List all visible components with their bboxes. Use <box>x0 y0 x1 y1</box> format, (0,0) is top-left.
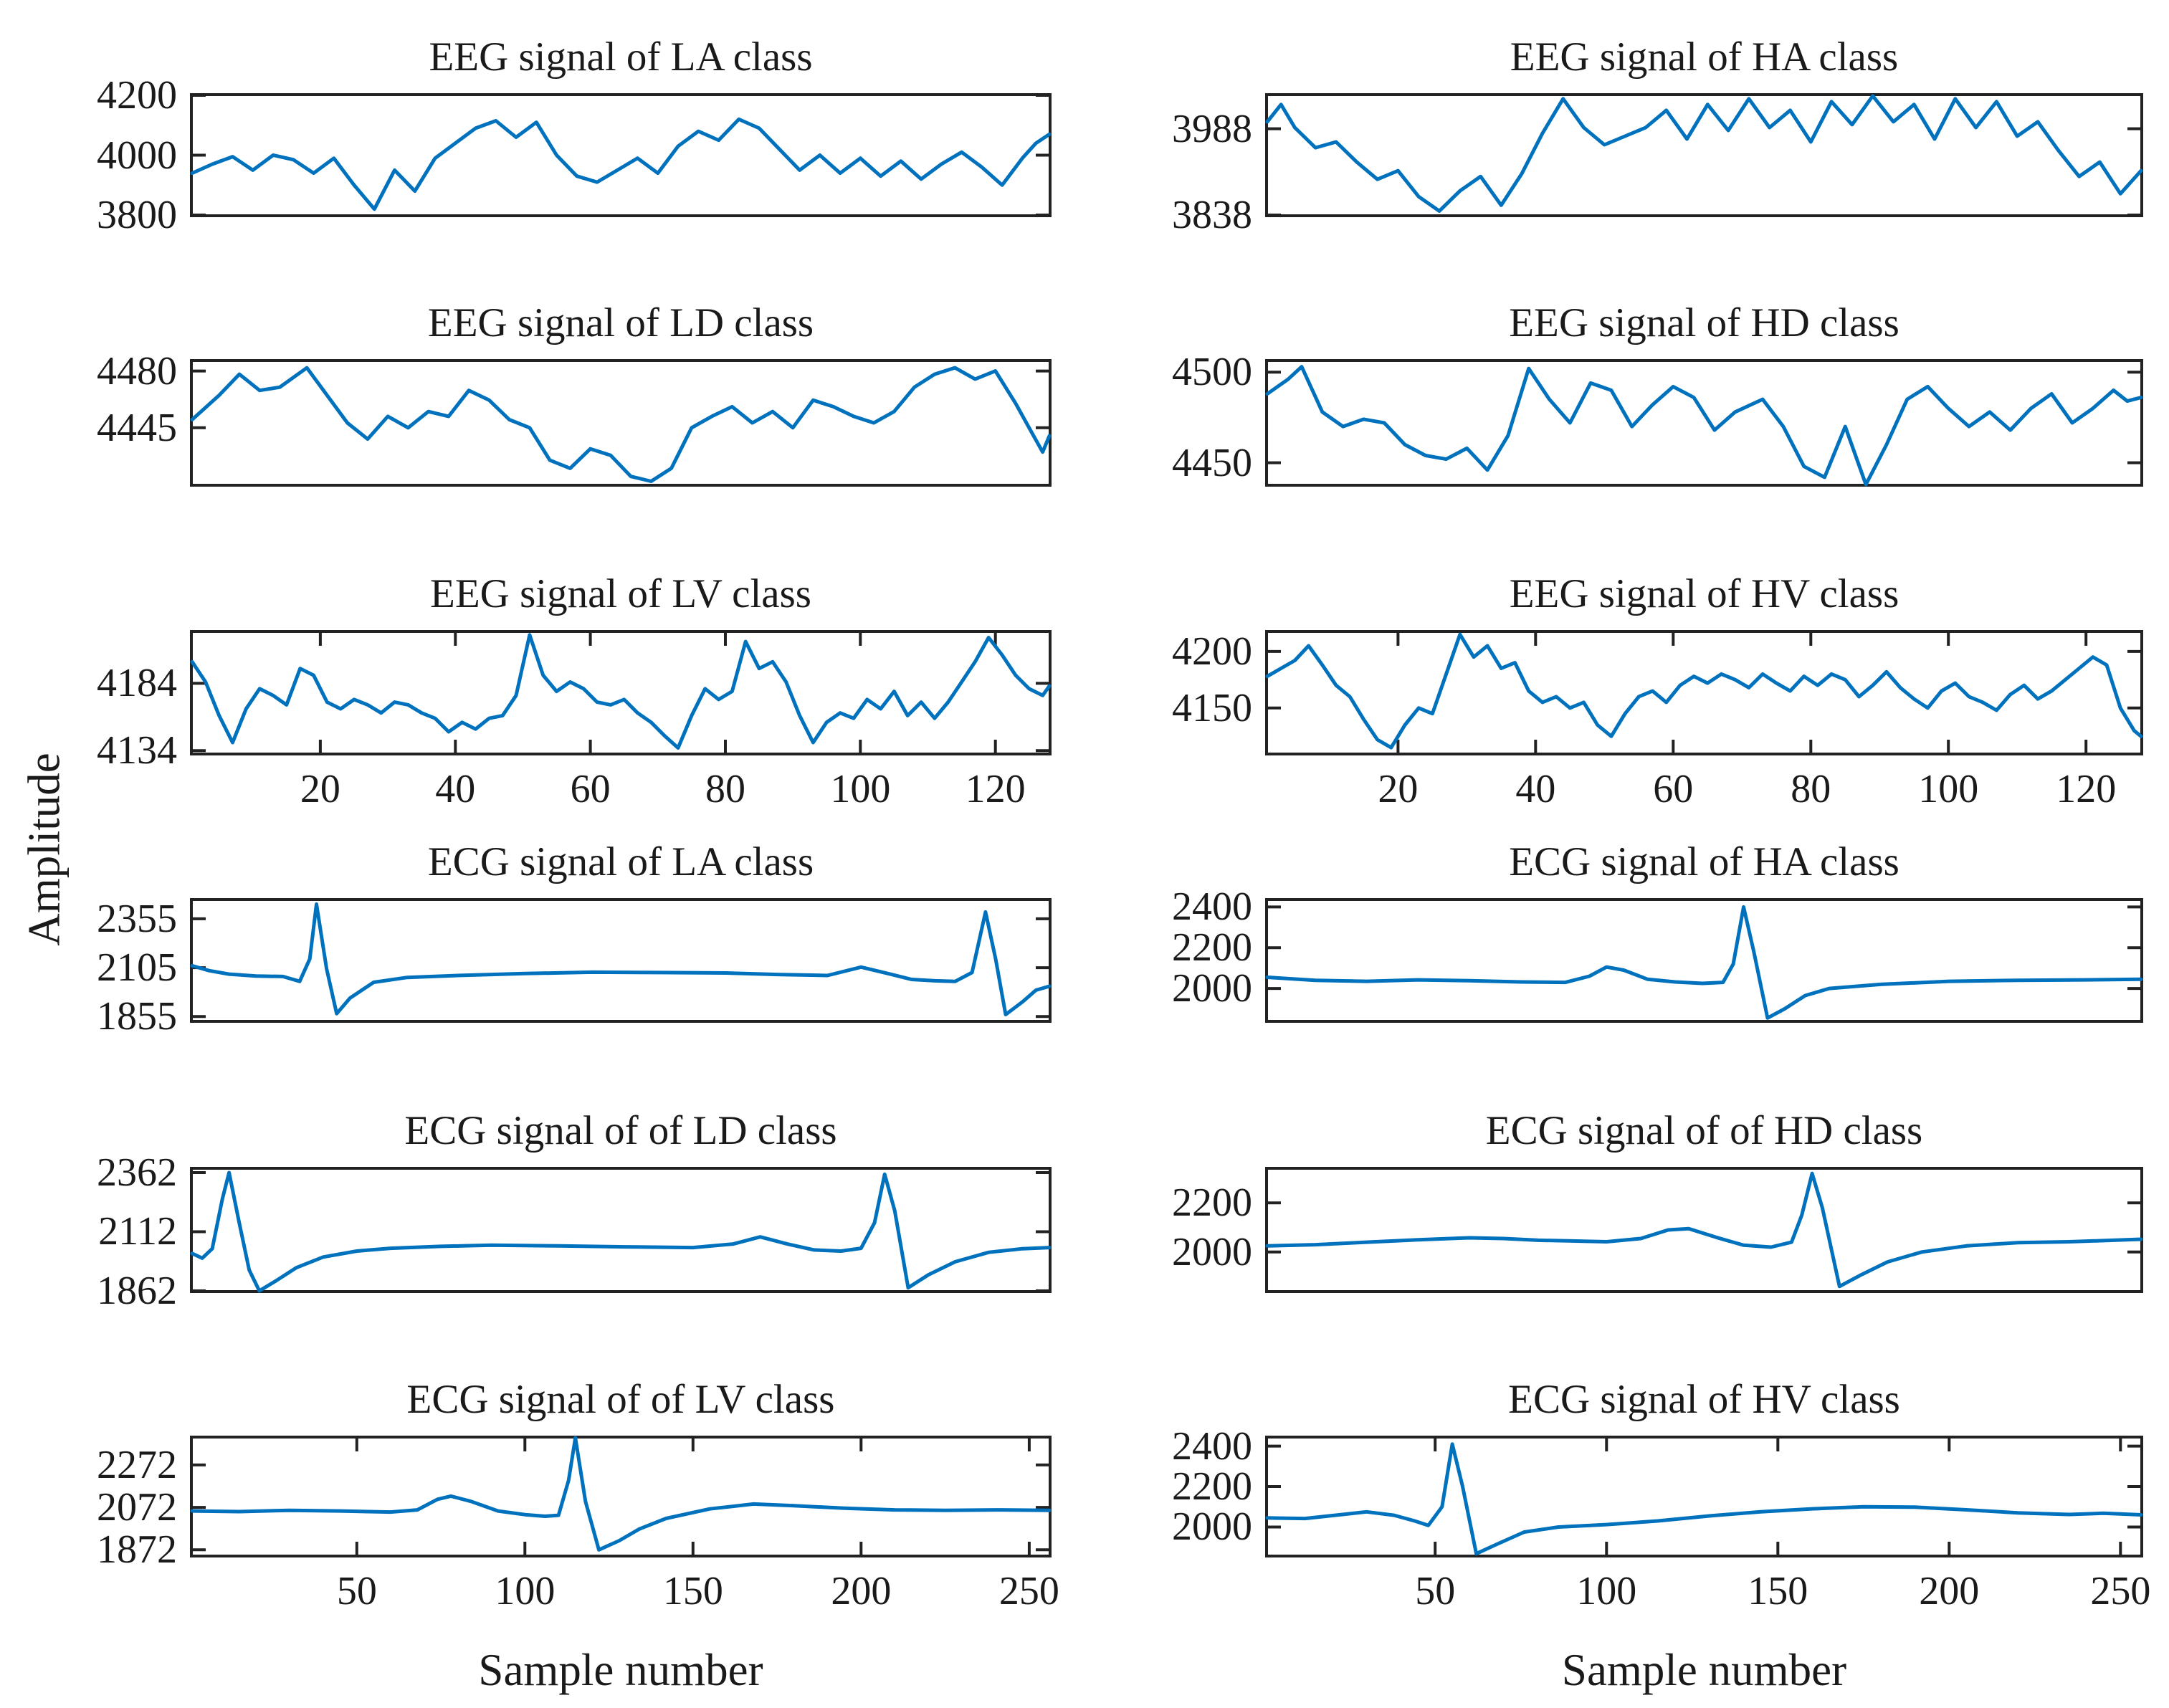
x-tick-label: 40 <box>435 767 476 811</box>
y-tick-label: 4134 <box>97 728 177 773</box>
subplot-ecg-lv: ECG signal of of LV class 2272 2072 1872 50… <box>97 1377 1059 1613</box>
subplot-eeg-la: EEG signal of LA class 4200 4000 3800 <box>97 34 1052 237</box>
y-tick-label: 2072 <box>97 1485 177 1530</box>
x-tick-label: 80 <box>1791 767 1831 811</box>
x-tick-label: 200 <box>1919 1569 1980 1613</box>
y-tick-label: 1862 <box>97 1269 177 1313</box>
subplot-eeg-lv: EEG signal of LV class 4184 4134 20 40 60 80 1… <box>97 571 1052 811</box>
x-tick-label: 200 <box>831 1569 892 1613</box>
eeg-ha-line-plot <box>1265 93 2143 217</box>
eeg-hd-line-plot <box>1265 359 2143 487</box>
subplot-ecg-la: ECG signal of LA class 2355 2105 1855 <box>97 839 1052 1039</box>
y-tick-label: 2000 <box>1172 1229 1252 1274</box>
y-tick-label: 2112 <box>98 1209 177 1254</box>
plot-title: ECG signal of of HD class <box>1485 1108 1923 1153</box>
ecg-la-line-plot <box>190 898 1052 1023</box>
plot-title: EEG signal of HD class <box>1509 300 1899 345</box>
plot-title: EEG signal of HA class <box>1510 34 1899 80</box>
ecg-hd-line-plot <box>1265 1167 2143 1293</box>
y-tick-label: 2105 <box>97 945 177 991</box>
ecg-lv-line-plot <box>190 1436 1052 1557</box>
x-tick-label: 60 <box>1653 767 1694 811</box>
subplot-eeg-ha: EEG signal of HA class 3988 3838 <box>1172 34 2143 237</box>
x-tick-label: 20 <box>1378 767 1419 811</box>
plot-title: ECG signal of LA class <box>427 839 814 884</box>
y-tick-label: 2355 <box>97 896 177 941</box>
plot-title: EEG signal of LV class <box>430 571 811 616</box>
subplot-eeg-hd: EEG signal of HD class 4500 4450 <box>1172 300 2143 487</box>
x-tick-label: 100 <box>495 1569 556 1613</box>
y-tick-label: 2400 <box>1172 884 1252 930</box>
y-tick-label: 2200 <box>1172 1464 1252 1509</box>
x-tick-label: 120 <box>2056 767 2117 811</box>
y-tick-label: 3838 <box>1172 193 1252 237</box>
x-tick-label: 250 <box>998 1569 1059 1613</box>
x-tick-label: 100 <box>830 767 891 811</box>
x-tick-label: 80 <box>705 767 745 811</box>
y-tick-label: 2200 <box>1172 1180 1252 1226</box>
y-tick-label: 2400 <box>1172 1423 1252 1469</box>
eeg-hv-line-plot <box>1265 630 2143 755</box>
x-axis-label-right: Sample number <box>1561 1645 1847 1695</box>
x-tick-label: 50 <box>336 1569 377 1613</box>
x-tick-label: 100 <box>1576 1569 1637 1613</box>
subplot-ecg-ha: ECG signal of HA class 2400 2200 2000 <box>1172 839 2143 1023</box>
plot-title: ECG signal of of LD class <box>404 1108 837 1153</box>
y-tick-label: 4450 <box>1172 440 1252 485</box>
eeg-la-line-plot <box>190 93 1052 217</box>
y-tick-label: 4480 <box>97 348 177 393</box>
x-tick-label: 150 <box>662 1569 723 1613</box>
x-tick-label: 20 <box>300 767 340 811</box>
x-tick-label: 50 <box>1415 1569 1456 1613</box>
x-axis-label-left: Sample number <box>478 1645 763 1695</box>
subplot-ecg-hd: ECG signal of of HD class 2200 2000 <box>1172 1108 2143 1293</box>
y-tick-label: 4200 <box>1172 629 1252 674</box>
y-tick-label: 4184 <box>97 661 177 706</box>
y-tick-label: 1855 <box>97 994 177 1039</box>
y-tick-label: 1872 <box>97 1527 177 1573</box>
plot-title: ECG signal of of LV class <box>406 1377 835 1422</box>
plot-title: EEG signal of HV class <box>1509 571 1899 616</box>
subplot-ecg-hv: ECG signal of HV class 2400 2200 2000 50 100… <box>1172 1377 2150 1613</box>
x-tick-label: 60 <box>570 767 611 811</box>
y-tick-label: 4000 <box>97 133 177 178</box>
eeg-ld-line-plot <box>190 359 1052 487</box>
plot-title: ECG signal of HA class <box>1509 839 1899 884</box>
subplot-ecg-ld: ECG signal of of LD class 2362 2112 1862 <box>97 1108 1052 1313</box>
x-tick-label: 100 <box>1918 767 1979 811</box>
subplot-eeg-ld: EEG signal of LD class 4480 4445 <box>97 300 1052 487</box>
x-tick-label: 120 <box>965 767 1026 811</box>
x-tick-label: 150 <box>1748 1569 1808 1613</box>
y-tick-label: 2000 <box>1172 966 1252 1011</box>
ecg-ld-line-plot <box>190 1167 1052 1293</box>
y-tick-label: 4445 <box>97 405 177 450</box>
y-tick-label: 4500 <box>1172 350 1252 395</box>
ecg-ha-line-plot <box>1265 898 2143 1023</box>
y-tick-label: 2272 <box>97 1442 177 1487</box>
eeg-lv-line-plot <box>190 630 1052 755</box>
x-tick-label: 250 <box>2090 1569 2151 1613</box>
y-tick-label: 2362 <box>97 1150 177 1195</box>
plot-title: EEG signal of LD class <box>427 300 814 345</box>
y-tick-label: 4150 <box>1172 685 1252 730</box>
y-tick-label: 4200 <box>97 73 177 118</box>
plot-title: ECG signal of HV class <box>1508 1377 1900 1422</box>
y-tick-label: 3800 <box>97 193 177 237</box>
plot-title: EEG signal of LA class <box>429 34 813 80</box>
y-tick-label: 2200 <box>1172 925 1252 970</box>
subplot-eeg-hv: EEG signal of HV class 4200 4150 20 40 60 80 1… <box>1172 571 2143 811</box>
ecg-hv-line-plot <box>1265 1436 2143 1557</box>
y-tick-label: 2000 <box>1172 1504 1252 1550</box>
y-tick-label: 3988 <box>1172 106 1252 151</box>
x-tick-label: 40 <box>1515 767 1556 811</box>
